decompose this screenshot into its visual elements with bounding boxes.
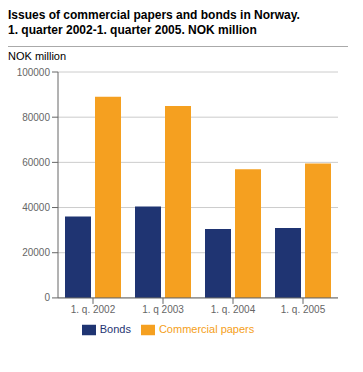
svg-text:1. q. 2005: 1. q. 2005 xyxy=(281,304,326,315)
svg-text:1. q 2003: 1. q 2003 xyxy=(142,304,184,315)
svg-text:40000: 40000 xyxy=(22,202,50,213)
svg-text:20000: 20000 xyxy=(22,247,50,258)
html-text:NOK million: NOK million xyxy=(8,50,67,62)
svg-text:1. q. 2004: 1. q. 2004 xyxy=(211,304,256,315)
html-text:1. quarter 2002-1. quarter 200: 1. quarter 2002-1. quarter 2005. NOK mil… xyxy=(8,23,257,37)
html-text:Bonds: Bonds xyxy=(99,322,131,335)
html-text:Commercial papers: Commercial papers xyxy=(158,322,255,335)
svg-text:0: 0 xyxy=(44,292,50,303)
svg-text:1. q. 2002: 1. q. 2002 xyxy=(71,304,116,315)
svg-text:60000: 60000 xyxy=(22,157,50,168)
svg-text:80000: 80000 xyxy=(22,112,50,123)
html-text:Issues of commercial papers an: Issues of commercial papers and bonds in… xyxy=(8,8,300,22)
svg-text:100000: 100000 xyxy=(17,67,51,78)
